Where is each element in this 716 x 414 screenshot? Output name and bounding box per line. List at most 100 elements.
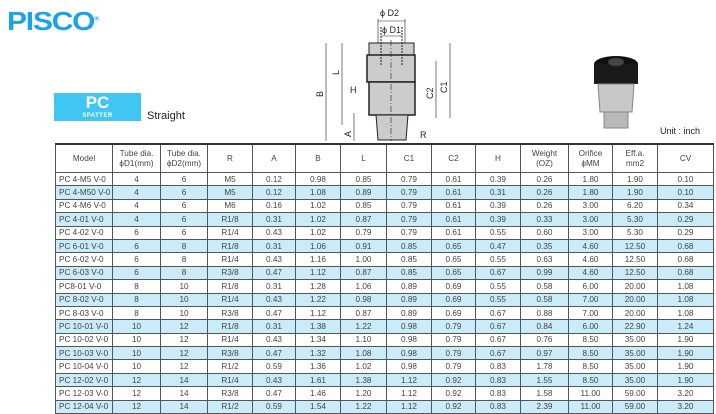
column-header: Weight (OZ) [520, 143, 569, 173]
table-cell: 8.50 [568, 359, 613, 374]
table-cell: 8 [160, 238, 208, 254]
table-cell: 0.47 [475, 238, 521, 254]
table-cell: 0.69 [431, 279, 476, 294]
model-cell: PC 12-03 V-0 [55, 386, 113, 401]
table-cell: 0.10 [657, 171, 714, 187]
table-cell: 22.90 [612, 319, 658, 334]
table-cell: 1.02 [295, 198, 341, 214]
table-cell: 0.68 [657, 238, 714, 254]
table-cell: 0.85 [386, 252, 432, 267]
table-row: PC 6-03 V-0 6 8 R3/8 0.47 1.12 0.87 0.85 0.65 0.6… [55, 265, 714, 281]
table-cell: 4 [112, 198, 161, 214]
table-cell: 0.79 [386, 171, 432, 187]
table-cell: 1.90 [612, 185, 658, 200]
table-cell: 12 [160, 319, 208, 334]
table-cell: 14 [160, 386, 208, 401]
table-cell: 0.98 [386, 359, 432, 374]
header-text: C1 [403, 153, 415, 163]
table-cell: 0.29 [657, 212, 714, 227]
table-cell: 0.55 [475, 279, 521, 294]
table-cell: 0.92 [431, 386, 476, 401]
table-cell: R1/4 [207, 225, 253, 240]
fitting-dimension-diagram: ϕ D2 ϕ D1 B L H C2 C1 A R [315, 8, 451, 141]
table-row: PC 4-01 V-0 4 6 R1/8 0.31 1.02 0.87 0.79 0.61 0.3… [55, 212, 714, 227]
table-cell: 0.65 [431, 238, 476, 254]
table-cell: 0.55 [475, 225, 521, 240]
table-cell: R1/2 [207, 399, 253, 414]
table-cell: 0.89 [386, 279, 432, 294]
header-text: Model [72, 153, 96, 163]
table-cell: 1.80 [568, 185, 613, 200]
table-cell: 0.89 [386, 305, 432, 321]
model-cell: PC 12-04 V-0 [55, 399, 113, 414]
table-cell: 0.79 [386, 225, 432, 240]
table-cell: 4 [112, 171, 161, 187]
table-cell: 12 [160, 359, 208, 374]
column-header: H [475, 143, 521, 173]
model-cell: PC 12-02 V-0 [55, 372, 113, 388]
badge-subtitle: SPATTER [82, 113, 113, 119]
table-cell: 0.99 [520, 265, 569, 281]
label-r: R [420, 130, 427, 140]
pc-spatter-badge: PC SPATTER [54, 93, 141, 121]
table-row: PC 8-02 V-0 8 10 R1/4 0.43 1.22 0.98 0.89 0.69 0.… [55, 292, 714, 307]
table-cell: 4 [112, 212, 161, 227]
table-cell: 8 [160, 265, 208, 281]
table-cell: 1.22 [295, 292, 341, 307]
header-text: Weight [531, 148, 558, 158]
table-cell: 6.20 [612, 198, 658, 214]
table-cell: 1.02 [295, 212, 341, 227]
table-cell: 1.08 [657, 279, 714, 294]
table-cell: 1.20 [340, 386, 387, 401]
model-cell: PC 10-01 V-0 [55, 319, 113, 334]
table-cell: 14 [160, 372, 208, 388]
table-cell: 0.91 [340, 238, 387, 254]
table-cell: R1/4 [207, 252, 253, 267]
table-cell: 6 [112, 225, 161, 240]
model-cell: PC 6-02 V-0 [55, 252, 113, 267]
table-cell: 0.10 [657, 185, 714, 200]
table-cell: 12.50 [612, 252, 658, 267]
table-cell: 3.20 [657, 399, 714, 414]
table-cell: 4 [112, 185, 161, 200]
header-text: CV [679, 153, 692, 163]
table-cell: 20.00 [612, 305, 658, 321]
table-cell: 2.39 [520, 399, 569, 414]
column-header: Orifice ϕMM [568, 143, 613, 173]
table-cell: 10 [112, 346, 161, 361]
header-text: ϕMM [581, 158, 600, 168]
table-cell: 6 [160, 185, 208, 200]
table-cell: 7.00 [568, 292, 613, 307]
table-cell: R1/8 [207, 212, 253, 227]
table-cell: 0.67 [475, 305, 521, 321]
table-cell: 0.26 [520, 198, 569, 214]
table-cell: 1.38 [340, 372, 387, 388]
table-row: PC 12-04 V-0 12 14 R1/2 0.59 1.54 1.22 1.12 0.92… [55, 399, 714, 414]
table-cell: 4.60 [568, 252, 613, 267]
table-cell: 0.39 [475, 212, 521, 227]
spec-table: Model Tube dia. ϕD1(mm) Tube dia. ϕD2(mm) R A B… [55, 143, 714, 414]
table-cell: 0.65 [431, 252, 476, 267]
model-cell: PC 6-03 V-0 [55, 265, 113, 281]
table-cell: 0.92 [431, 399, 476, 414]
model-cell: PC 6-01 V-0 [55, 238, 113, 254]
table-cell: 1.12 [386, 372, 432, 388]
header-text: B [315, 153, 321, 163]
table-cell: 0.68 [657, 265, 714, 281]
table-cell: 0.47 [252, 265, 296, 281]
column-header: R [207, 143, 253, 173]
table-cell: 1.02 [295, 225, 341, 240]
table-cell: R1/8 [207, 319, 253, 334]
model-cell: PC 4-M50 V-0 [55, 185, 113, 200]
table-cell: 5.30 [612, 225, 658, 240]
table-cell: 0.26 [520, 185, 569, 200]
table-cell: 0.61 [431, 198, 476, 214]
table-cell: 1.22 [340, 399, 387, 414]
model-cell: PC 8-03 V-0 [55, 305, 113, 321]
column-header: Tube dia. ϕD2(mm) [160, 143, 208, 173]
table-cell: 0.63 [520, 252, 569, 267]
table-cell: R1/8 [207, 279, 253, 294]
model-cell: PC 4-M5 V-0 [55, 171, 113, 187]
header-text: A [271, 153, 277, 163]
table-cell: 0.67 [475, 319, 521, 334]
